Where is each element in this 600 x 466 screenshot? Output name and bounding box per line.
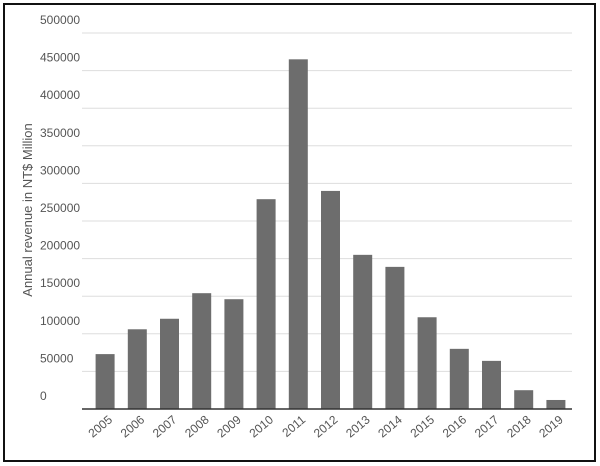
x-tick-label: 2008 [182, 412, 212, 440]
x-tick-label: 2015 [408, 412, 438, 440]
y-tick-label: 400000 [40, 88, 80, 102]
y-axis-title: Annual revenue in NT$ Million [20, 123, 35, 296]
y-tick-label: 100000 [40, 314, 80, 328]
bar [288, 59, 308, 409]
bar [192, 293, 212, 409]
bar [127, 329, 147, 409]
x-tick-label: 2009 [214, 412, 244, 440]
x-tick-label: 2010 [247, 412, 277, 440]
bar [321, 190, 340, 409]
bar [546, 399, 566, 409]
bar [482, 360, 501, 409]
frame [3, 3, 596, 462]
y-tick-label: 500000 [40, 13, 80, 27]
x-tick-label: 2012 [311, 412, 341, 440]
x-tick-label: 2016 [440, 412, 470, 440]
bar [160, 318, 179, 409]
x-tick-label: 2007 [150, 412, 180, 440]
y-tick-label: 0 [40, 389, 47, 403]
y-tick-label: 200000 [40, 239, 80, 253]
y-tick-label: 300000 [40, 163, 80, 177]
bar [95, 354, 115, 409]
x-tick-label: 2011 [279, 412, 308, 440]
bar [417, 317, 437, 409]
bar [224, 299, 244, 409]
y-tick-label: 350000 [40, 126, 80, 140]
y-tick-label: 250000 [40, 201, 80, 215]
x-tick-label: 2017 [472, 412, 502, 440]
bar [353, 254, 373, 409]
x-tick-label: 2019 [536, 412, 566, 440]
x-tick-label: 2013 [343, 412, 373, 440]
x-tick-label: 2018 [504, 412, 534, 440]
x-tick-label: 2005 [86, 412, 116, 440]
y-tick-label: 450000 [40, 51, 80, 65]
x-tick-label: 2014 [375, 412, 405, 440]
bar [514, 390, 534, 409]
y-tick-label: 150000 [40, 276, 80, 290]
bar [256, 199, 276, 409]
bar [449, 348, 469, 409]
x-tick-label: 2006 [118, 412, 148, 440]
y-tick-label: 50000 [40, 351, 74, 365]
bar [385, 266, 405, 409]
